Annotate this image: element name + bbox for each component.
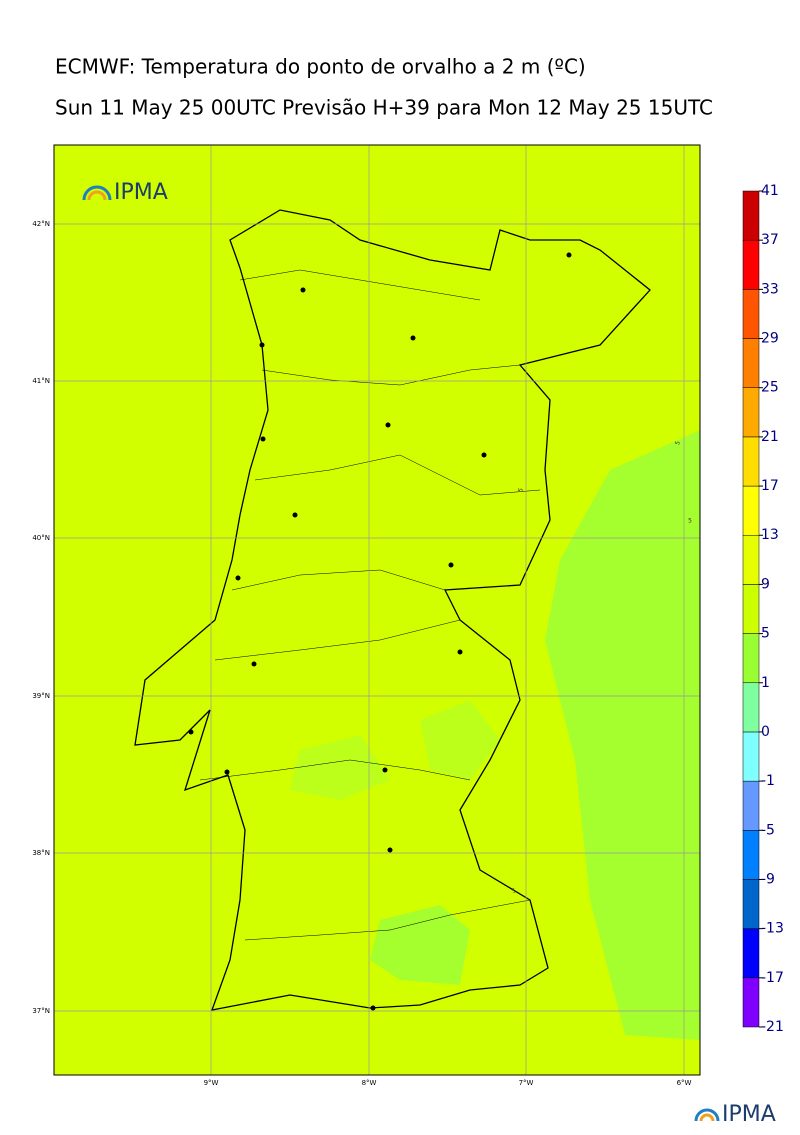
colorbar-swatch: [742, 633, 760, 684]
contour-label: 5: [674, 440, 682, 446]
colorbar-swatch: [742, 436, 760, 487]
footer-logo-text: IPMA: [722, 1102, 776, 1127]
lon-label: 7°W: [519, 1079, 534, 1087]
colorbar-label: -9: [761, 871, 775, 887]
title: ECMWF: Temperatura do ponto de orvalho a…: [55, 55, 586, 79]
footer-logo: IPMA: [694, 1102, 776, 1127]
lon-label: 6°W: [677, 1079, 692, 1087]
logo: IPMA: [82, 180, 168, 205]
colorbar-swatch: [742, 928, 760, 979]
lat-label: 38°N: [32, 849, 50, 857]
graticule: [54, 145, 700, 1075]
contour-label: 5: [517, 487, 525, 493]
lat-label: 39°N: [32, 692, 50, 700]
colorbar-label: 13: [761, 527, 779, 543]
colorbar-swatch: [742, 830, 760, 880]
colorbar-label: -17: [761, 970, 784, 986]
lat-label: 37°N: [32, 1007, 50, 1015]
lon-label: 9°W: [204, 1079, 219, 1087]
colorbar-swatch: [742, 879, 760, 929]
colorbar-label: -1: [761, 773, 775, 789]
field-area: [545, 430, 700, 1040]
lat-label: 41°N: [32, 377, 50, 385]
contour-label: 5: [688, 518, 692, 525]
colorbar-swatch: [742, 289, 760, 339]
field-area: [420, 700, 500, 780]
colorbar-label: -13: [761, 921, 784, 937]
map-area: IPMA: [53, 144, 701, 1076]
contour-label: 5: [511, 887, 517, 895]
colorbar-swatch: [742, 239, 760, 290]
logo-text: IPMA: [114, 180, 168, 205]
lat-label: 40°N: [32, 534, 50, 542]
field-area: [290, 735, 390, 800]
district-borders: [199, 269, 541, 941]
lon-label: 8°W: [362, 1079, 377, 1087]
colorbar-swatch: [742, 338, 760, 388]
colorbar-swatch: [742, 731, 760, 782]
colorbar-label: 5: [761, 626, 770, 642]
colorbar-swatch: [742, 387, 760, 438]
colorbar-swatch: [742, 485, 760, 536]
colorbar-label: 29: [761, 331, 779, 347]
colorbar-label: 21: [761, 429, 779, 445]
colorbar-swatch: [742, 584, 760, 634]
colorbar-swatch: [742, 534, 760, 585]
colorbar-label: 41: [761, 183, 779, 199]
colorbar-swatch: [742, 190, 760, 241]
colorbar-label: -5: [761, 822, 775, 838]
colorbar-label: 9: [761, 576, 770, 592]
colorbar-label: 33: [761, 281, 779, 297]
colorbar-label: 25: [761, 380, 779, 396]
colorbar-swatch: [742, 682, 760, 733]
colorbar-swatch: [742, 977, 760, 1028]
colorbar-label: 17: [761, 478, 779, 494]
colorbar-swatch: [742, 780, 760, 831]
lat-label: 42°N: [32, 220, 50, 228]
colorbar-label: 37: [761, 232, 779, 248]
colorbar-label: -21: [761, 1019, 784, 1035]
field-area: [370, 905, 470, 985]
map-frame: [53, 144, 701, 1076]
colorbar-label: 1: [761, 675, 770, 691]
colorbar-label: 0: [761, 724, 770, 740]
cities: [188, 252, 572, 1011]
subtitle: Sun 11 May 25 00UTC Previsão H+39 para M…: [55, 96, 713, 120]
